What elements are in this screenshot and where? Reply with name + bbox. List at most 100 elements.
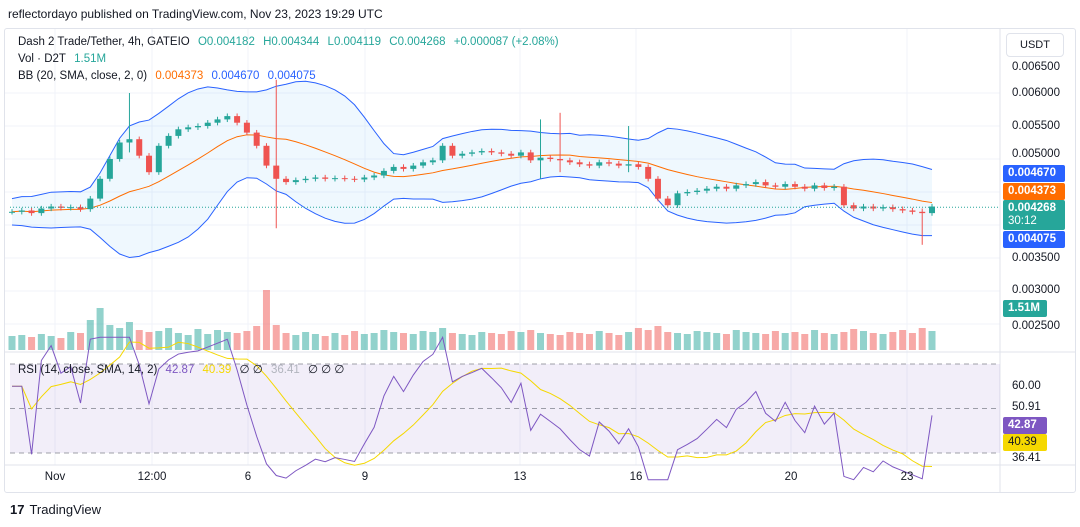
volume-bar: [135, 330, 143, 350]
volume-bar: [752, 333, 760, 350]
volume-bar: [693, 331, 701, 350]
volume-bar: [497, 334, 505, 350]
candle-body: [821, 185, 828, 189]
candle-body: [547, 157, 554, 159]
volume-bar: [380, 330, 388, 350]
bb-lower-tag: 0.004075: [1003, 231, 1065, 248]
candle-body: [224, 116, 231, 120]
candle-body: [214, 119, 221, 123]
candle-body: [9, 211, 15, 213]
bb-fill: [12, 81, 932, 258]
candle-body: [762, 182, 769, 186]
x-tick: Nov: [44, 471, 66, 483]
x-tick: 9: [361, 471, 369, 483]
candle-body: [645, 166, 652, 179]
candle-body: [870, 206, 877, 209]
volume-bar: [262, 290, 270, 350]
volume-value: 1.51M: [74, 53, 107, 65]
candle-body: [743, 184, 750, 186]
volume-bar: [458, 334, 466, 350]
candle-body: [292, 180, 299, 183]
candle-body: [488, 151, 495, 153]
volume-bar: [908, 333, 916, 350]
volume-bar: [86, 320, 94, 350]
candle-body: [615, 163, 622, 166]
candle-body: [204, 122, 211, 126]
candle-body: [469, 152, 475, 154]
volume-bar: [28, 337, 36, 350]
candle-body: [831, 186, 838, 189]
rsi-sma-line: [12, 341, 933, 467]
volume-bar: [174, 333, 182, 350]
volume-bar: [859, 331, 867, 350]
volume-bar: [360, 334, 368, 350]
candle-body: [390, 166, 397, 171]
volume-bar: [488, 333, 496, 350]
volume-bar: [703, 332, 711, 350]
volume-bar: [869, 333, 877, 350]
volume-bar: [8, 336, 16, 350]
price-tick: 0.006000: [1012, 87, 1060, 99]
brand-name: TradingView: [29, 502, 102, 517]
close-price: 0.004268: [1008, 202, 1056, 214]
volume-bar: [644, 330, 652, 350]
candle-body: [410, 165, 417, 169]
volume-bar: [566, 332, 574, 350]
volume-bar: [390, 332, 398, 350]
volume-bar: [664, 332, 672, 350]
rsi-label: RSI (14, close, SMA, 14, 2): [18, 364, 158, 376]
bb-upper-line: [11, 80, 933, 200]
price-tick: 0.005000: [1012, 148, 1060, 160]
volume-bar: [899, 330, 907, 350]
candle-body: [909, 210, 916, 212]
volume-bar: [351, 331, 359, 350]
candle-body: [449, 145, 456, 156]
tradingview-brand[interactable]: 17 TradingView: [10, 502, 101, 517]
volume-bar: [801, 334, 809, 350]
candle-body: [194, 126, 201, 128]
x-tick: 16: [629, 471, 643, 483]
price-tick: 0.005500: [1012, 120, 1060, 132]
candle-body: [185, 127, 192, 130]
volume-bar: [811, 330, 819, 350]
volume-bar: [840, 332, 848, 350]
candle-body: [772, 185, 779, 187]
candle-body: [576, 162, 583, 165]
candle-body: [341, 178, 348, 180]
volume-bar: [742, 332, 750, 350]
volume-bar: [155, 331, 163, 350]
volume-bar: [478, 332, 486, 350]
volume-bar: [615, 335, 623, 350]
candle-body: [57, 206, 64, 208]
volume-bar: [184, 335, 192, 350]
candle-body: [537, 157, 544, 161]
x-tick: 20: [784, 471, 798, 483]
volume-bar: [732, 330, 740, 350]
candle-body: [703, 188, 710, 191]
candle-body: [899, 209, 906, 211]
candle-body: [136, 139, 143, 156]
volume-bar: [204, 334, 212, 350]
volume-bar: [879, 334, 887, 350]
candle-body: [860, 206, 867, 209]
volume-bar: [556, 335, 564, 350]
volume-bar: [429, 332, 437, 350]
currency-button[interactable]: USDT: [1006, 33, 1064, 57]
volume-bar: [771, 331, 779, 350]
price-tick: 0.003500: [1012, 252, 1060, 264]
volume-bar: [47, 336, 55, 350]
volume-bar: [850, 329, 858, 350]
symbol-title: Dash 2 Trade/Tether, 4h, GATEIO: [18, 36, 190, 48]
bb-legend: BB (20, SMA, close, 2, 0) 0.004373 0.004…: [18, 70, 321, 82]
bb-upper: 0.004670: [211, 70, 260, 82]
tradingview-logo-icon: 17: [10, 502, 25, 517]
candle-body: [273, 165, 280, 179]
candle-body: [302, 178, 309, 181]
candle-body: [596, 162, 603, 166]
candle-body: [165, 135, 172, 146]
candle-body: [811, 185, 818, 189]
price-tick: 0.003000: [1012, 284, 1060, 296]
candle-body: [635, 164, 642, 167]
candle-body: [116, 142, 123, 159]
